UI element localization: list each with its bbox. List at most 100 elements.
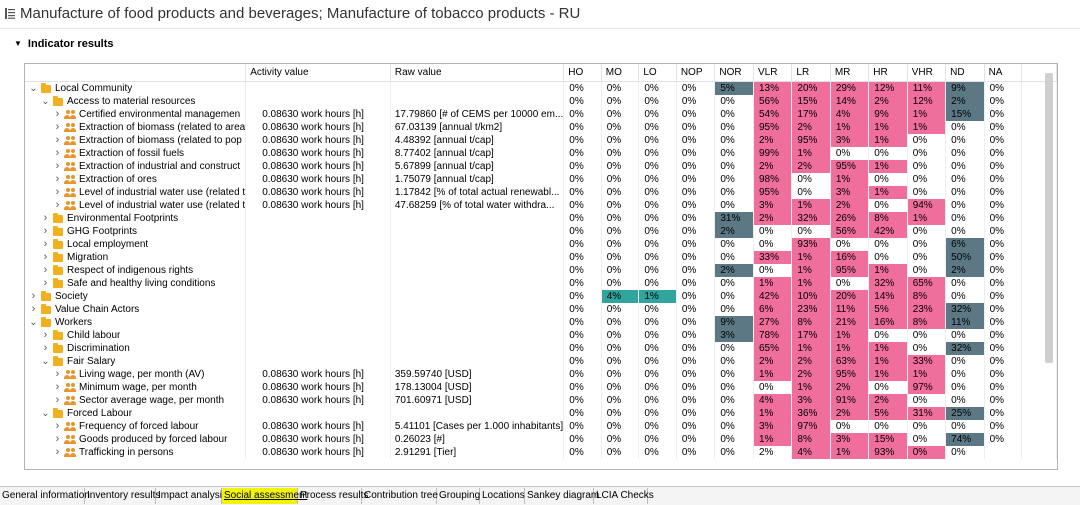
table-row[interactable]: › Discrimination 0% 0% 0% 0% 0% 65% 1% 1% 1% 0% 32% 0… bbox=[25, 342, 1057, 355]
chevron-right-icon[interactable]: › bbox=[31, 303, 36, 315]
column-header-ho[interactable]: HO bbox=[563, 64, 602, 82]
tree-item-cell[interactable]: › Certified environmental managemen bbox=[25, 108, 247, 121]
tree-item-cell[interactable]: ⌄ Local Community bbox=[25, 81, 247, 95]
table-row[interactable]: › Safe and healthy living conditions 0% 0% 0… bbox=[25, 277, 1057, 290]
table-row[interactable]: › Level of industrial water use (related … bbox=[25, 186, 1057, 199]
table-row[interactable]: ⌄ Fair Salary 0% 0% 0% 0% 0% 2% 2% 63% 1% 33% 0% 0% bbox=[25, 355, 1057, 368]
column-header-vlr[interactable]: VLR bbox=[753, 64, 793, 82]
chevron-right-icon[interactable]: › bbox=[55, 199, 60, 211]
table-row[interactable]: › Minimum wage, per month 0.08630 work hou… bbox=[25, 381, 1057, 394]
chevron-down-icon[interactable]: ⌄ bbox=[41, 356, 50, 367]
table-row[interactable]: › Living wage, per month (AV) 0.08630 work… bbox=[25, 368, 1057, 381]
tree-item-cell[interactable]: › GHG Footprints bbox=[25, 225, 247, 238]
tree-item-cell[interactable]: › Migration bbox=[25, 251, 247, 264]
column-header-lr[interactable]: LR bbox=[791, 64, 831, 82]
tree-item-cell[interactable]: › Local employment bbox=[25, 238, 247, 251]
chevron-right-icon[interactable]: › bbox=[55, 433, 60, 445]
column-header-raw-value[interactable]: Raw value bbox=[390, 64, 565, 82]
chevron-down-icon[interactable]: ⌄ bbox=[41, 96, 50, 107]
tree-item-cell[interactable]: › Trafficking in persons bbox=[25, 446, 247, 459]
chevron-right-icon[interactable]: › bbox=[55, 186, 60, 198]
chevron-right-icon[interactable]: › bbox=[43, 329, 48, 341]
chevron-right-icon[interactable]: › bbox=[55, 134, 60, 146]
tree-item-cell[interactable]: › Extraction of industrial and construct bbox=[25, 160, 247, 173]
column-header-mo[interactable]: MO bbox=[601, 64, 640, 82]
tree-item-cell[interactable]: › Goods produced by forced labour bbox=[25, 433, 247, 446]
tab-inventory-results[interactable]: Inventory results bbox=[85, 488, 160, 504]
tree-item-cell[interactable]: › Respect of indigenous rights bbox=[25, 264, 247, 277]
chevron-right-icon[interactable]: › bbox=[31, 290, 36, 302]
chevron-right-icon[interactable]: › bbox=[55, 147, 60, 159]
tab-impact-analysis[interactable]: Impact analysis bbox=[156, 488, 227, 504]
tab-social-assessment[interactable]: Social assessment bbox=[222, 488, 307, 504]
chevron-right-icon[interactable]: › bbox=[55, 108, 60, 120]
tab-grouping[interactable]: Grouping bbox=[437, 488, 480, 504]
table-row[interactable]: › Goods produced by forced labour 0.08630 … bbox=[25, 433, 1057, 446]
results-tree-table[interactable]: Activity value Raw value HO MO LO NOP NOR VLR LR… bbox=[25, 64, 1057, 459]
table-row[interactable]: › Certified environmental managemen 0.0863… bbox=[25, 108, 1057, 121]
table-row[interactable]: › Level of industrial water use (related … bbox=[25, 199, 1057, 212]
tree-item-cell[interactable]: › Society bbox=[25, 290, 247, 303]
vertical-scrollbar[interactable] bbox=[1045, 73, 1053, 363]
table-row[interactable]: › Child labour 0% 0% 0% 0% 3% 78% 17% 1% 0% 0% 0% 0% bbox=[25, 329, 1057, 342]
chevron-right-icon[interactable]: › bbox=[43, 238, 48, 250]
table-row[interactable]: › Environmental Footprints 0% 0% 0% 0% 31% 2% 32… bbox=[25, 212, 1057, 225]
table-row[interactable]: › Migration 0% 0% 0% 0% 0% 33% 1% 16% 0% 0% 50% 0% bbox=[25, 251, 1057, 264]
table-row[interactable]: › Value Chain Actors 0% 0% 0% 0% 0% 6% 23% 11% 5% 2… bbox=[25, 303, 1057, 316]
chevron-right-icon[interactable]: › bbox=[55, 381, 60, 393]
column-header-hr[interactable]: HR bbox=[868, 64, 908, 82]
tree-item-cell[interactable]: › Extraction of ores bbox=[25, 173, 247, 186]
chevron-right-icon[interactable]: › bbox=[55, 394, 60, 406]
tab-contribution-tree[interactable]: Contribution tree bbox=[362, 488, 438, 504]
tree-item-cell[interactable]: › Discrimination bbox=[25, 342, 247, 355]
table-row[interactable]: › Sector average wage, per month 0.08630 w… bbox=[25, 394, 1057, 407]
tree-item-cell[interactable]: › Living wage, per month (AV) bbox=[25, 368, 247, 381]
tree-item-cell[interactable]: › Minimum wage, per month bbox=[25, 381, 247, 394]
chevron-right-icon[interactable]: › bbox=[43, 251, 48, 263]
table-row[interactable]: › Respect of indigenous rights 0% 0% 0% 0% 2% 0… bbox=[25, 264, 1057, 277]
chevron-right-icon[interactable]: › bbox=[55, 160, 60, 172]
chevron-right-icon[interactable]: › bbox=[43, 225, 48, 237]
tree-item-cell[interactable]: › Level of industrial water use (related … bbox=[25, 186, 247, 199]
tree-item-cell[interactable]: ⌄ Forced Labour bbox=[25, 407, 247, 420]
tree-item-cell[interactable]: ⌄ Access to material resources bbox=[25, 95, 247, 108]
tree-item-cell[interactable]: › Safe and healthy living conditions bbox=[25, 277, 247, 290]
tree-item-cell[interactable]: › Extraction of biomass (related to pop bbox=[25, 134, 247, 147]
table-row[interactable]: › Frequency of forced labour 0.08630 work … bbox=[25, 420, 1057, 433]
table-row[interactable]: › Extraction of biomass (related to pop 0.… bbox=[25, 134, 1057, 147]
table-row[interactable]: ⌄ Workers 0% 0% 0% 0% 9% 27% 8% 21% 16% 8% 11% 0% bbox=[25, 316, 1057, 329]
tree-item-cell[interactable]: › Extraction of fossil fuels bbox=[25, 147, 247, 160]
tree-item-cell[interactable]: › Level of industrial water use (related … bbox=[25, 199, 247, 212]
chevron-right-icon[interactable]: › bbox=[43, 264, 48, 276]
table-row[interactable]: › Extraction of biomass (related to area 0… bbox=[25, 121, 1057, 134]
table-row[interactable]: › Local employment 0% 0% 0% 0% 0% 0% 93% 0% 0% 0% 6%… bbox=[25, 238, 1057, 251]
tree-item-cell[interactable]: › Extraction of biomass (related to area bbox=[25, 121, 247, 134]
column-header-vhr[interactable]: VHR bbox=[907, 64, 947, 82]
chevron-down-icon[interactable]: ⌄ bbox=[29, 83, 38, 94]
table-row[interactable]: › Society 0% 4% 1% 0% 0% 42% 10% 20% 14% 8% 0% 0% bbox=[25, 290, 1057, 303]
column-header-nop[interactable]: NOP bbox=[676, 64, 716, 82]
indicator-results-table[interactable]: Activity value Raw value HO MO LO NOP NOR VLR LR… bbox=[24, 63, 1058, 470]
tree-item-cell[interactable]: ⌄ Workers bbox=[25, 316, 247, 329]
table-row[interactable]: ⌄ Local Community 0% 0% 0% 0% 5% 13% 20% 29% 12% 11… bbox=[25, 81, 1057, 95]
table-row[interactable]: › Extraction of ores 0.08630 work hours [h… bbox=[25, 173, 1057, 186]
tree-item-cell[interactable]: › Sector average wage, per month bbox=[25, 394, 247, 407]
column-header-mr[interactable]: MR bbox=[830, 64, 870, 82]
tab-sankey-diagram[interactable]: Sankey diagram bbox=[525, 488, 599, 504]
tab-lcia-checks[interactable]: LCIA Checks bbox=[594, 488, 654, 504]
tree-item-cell[interactable]: ⌄ Fair Salary bbox=[25, 355, 247, 368]
indicator-results-section-header[interactable]: ▼ Indicator results bbox=[14, 38, 114, 52]
chevron-right-icon[interactable]: › bbox=[43, 212, 48, 224]
tab-general-information[interactable]: General information bbox=[0, 488, 90, 504]
chevron-right-icon[interactable]: › bbox=[55, 173, 60, 185]
tree-item-cell[interactable]: › Value Chain Actors bbox=[25, 303, 247, 316]
collapse-triangle-icon[interactable]: ▼ bbox=[14, 39, 22, 48]
table-row[interactable]: › Trafficking in persons 0.08630 work hour… bbox=[25, 446, 1057, 459]
tab-process-results[interactable]: Process results bbox=[298, 488, 368, 504]
column-header-nor[interactable]: NOR bbox=[714, 64, 754, 82]
chevron-down-icon[interactable]: ⌄ bbox=[29, 317, 38, 328]
chevron-right-icon[interactable]: › bbox=[43, 342, 48, 354]
chevron-right-icon[interactable]: › bbox=[43, 277, 48, 289]
table-row[interactable]: › Extraction of industrial and construct 0… bbox=[25, 160, 1057, 173]
tree-item-cell[interactable]: › Frequency of forced labour bbox=[25, 420, 247, 433]
